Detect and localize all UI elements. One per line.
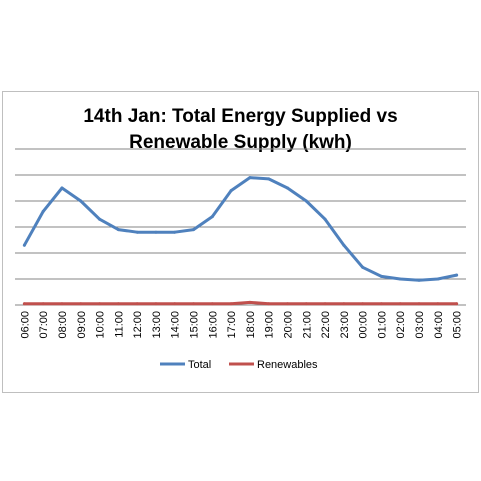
legend-label-renewables: Renewables — [257, 359, 318, 371]
data-point-renewables — [210, 302, 214, 306]
data-point-renewables — [455, 302, 459, 306]
data-point-total — [455, 273, 459, 277]
data-point-renewables — [135, 302, 139, 306]
data-point-total — [248, 176, 252, 180]
x-tick-label: 17:00 — [226, 311, 238, 339]
x-tick-label: 16:00 — [207, 311, 219, 339]
x-tick-label: 22:00 — [320, 311, 332, 339]
data-point-renewables — [304, 302, 308, 306]
x-tick-label: 04:00 — [433, 311, 445, 339]
data-point-renewables — [417, 302, 421, 306]
chart-title-line-1: 14th Jan: Total Energy Supplied vs — [83, 106, 398, 127]
chart-title-line-2: Renewable Supply (kwh) — [129, 132, 352, 153]
x-tick-label: 03:00 — [414, 311, 426, 339]
data-point-renewables — [116, 302, 120, 306]
data-point-renewables — [173, 302, 177, 306]
data-point-total — [60, 186, 64, 190]
data-point-renewables — [436, 302, 440, 306]
data-point-total — [79, 199, 83, 203]
data-point-total — [267, 177, 271, 181]
data-point-renewables — [398, 302, 402, 306]
data-point-renewables — [22, 302, 26, 306]
chart-area — [2, 91, 479, 393]
x-tick-label: 02:00 — [395, 311, 407, 339]
x-tick-label: 20:00 — [282, 311, 294, 339]
data-point-total — [22, 243, 26, 247]
x-tick-label: 11:00 — [113, 311, 125, 338]
x-tick-label: 15:00 — [189, 311, 201, 339]
data-point-total — [173, 230, 177, 234]
data-point-renewables — [285, 302, 289, 306]
x-tick-label: 21:00 — [301, 311, 313, 339]
data-point-total — [398, 277, 402, 281]
data-point-renewables — [229, 302, 233, 306]
x-tick-label: 08:00 — [57, 311, 69, 339]
x-tick-label: 10:00 — [95, 311, 107, 339]
x-tick-label: 05:00 — [452, 311, 464, 339]
data-point-renewables — [60, 302, 64, 306]
data-point-total — [41, 209, 45, 213]
data-point-total — [154, 230, 158, 234]
x-tick-label: 00:00 — [358, 311, 370, 339]
data-point-total — [98, 217, 102, 221]
data-point-total — [342, 243, 346, 247]
data-point-total — [379, 274, 383, 278]
data-point-total — [135, 230, 139, 234]
data-point-renewables — [342, 302, 346, 306]
data-point-total — [361, 265, 365, 269]
data-point-total — [285, 186, 289, 190]
x-tick-label: 23:00 — [339, 311, 351, 339]
x-tick-label: 09:00 — [76, 311, 88, 339]
x-tick-label: 12:00 — [132, 311, 144, 339]
data-point-total — [304, 199, 308, 203]
data-point-total — [116, 228, 120, 232]
data-point-total — [417, 278, 421, 282]
chart-title: 14th Jan: Total Energy Supplied vs Renew… — [0, 104, 481, 156]
x-tick-label: 06:00 — [19, 311, 31, 339]
data-point-renewables — [323, 302, 327, 306]
series-line-total — [22, 176, 459, 282]
data-point-renewables — [98, 302, 102, 306]
data-point-total — [192, 228, 196, 232]
data-point-renewables — [79, 302, 83, 306]
legend-label-total: Total — [188, 359, 211, 371]
data-point-renewables — [154, 302, 158, 306]
x-tick-label: 13:00 — [151, 311, 163, 339]
data-point-total — [229, 189, 233, 193]
x-tick-label: 18:00 — [245, 311, 257, 339]
series-line-renewables — [22, 300, 459, 306]
data-point-total — [436, 277, 440, 281]
x-tick-label: 19:00 — [264, 311, 276, 339]
data-point-renewables — [192, 302, 196, 306]
x-tick-label: 14:00 — [170, 311, 182, 339]
data-point-renewables — [379, 302, 383, 306]
data-point-total — [210, 215, 214, 219]
data-point-renewables — [267, 302, 271, 306]
data-point-total — [323, 217, 327, 221]
x-tick-label: 01:00 — [376, 311, 388, 339]
x-tick-label: 07:00 — [38, 311, 50, 339]
data-point-renewables — [41, 302, 45, 306]
data-point-renewables — [248, 300, 252, 304]
data-point-renewables — [361, 302, 365, 306]
